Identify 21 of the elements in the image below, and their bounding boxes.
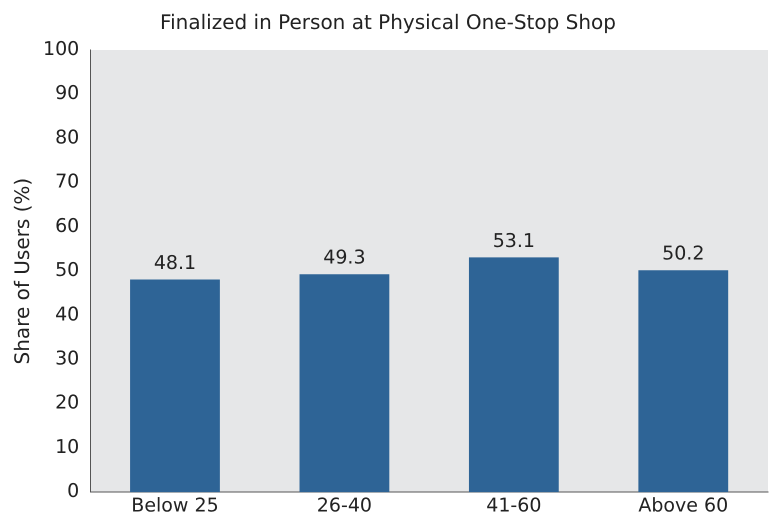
y-tick-label: 20 — [55, 392, 80, 414]
y-tick-label: 0 — [67, 480, 80, 502]
x-tick-label: 26-40 — [316, 494, 372, 517]
data-label: 50.2 — [662, 242, 704, 265]
data-label: 49.3 — [323, 246, 366, 269]
x-tick-label: Above 60 — [638, 494, 728, 517]
x-tick-label: 41-60 — [486, 494, 542, 517]
data-label: 48.1 — [154, 252, 196, 274]
y-tick-label: 50 — [55, 259, 80, 282]
x-tick-label: Below 25 — [131, 494, 219, 517]
y-tick-label: 40 — [55, 303, 80, 326]
y-axis-title: Share of Users (%) — [10, 178, 34, 364]
chart-title: Finalized in Person at Physical One-Stop Shop — [160, 10, 616, 34]
y-tick-label: 10 — [55, 436, 80, 458]
y-tick-label: 80 — [55, 126, 80, 148]
y-tick-label: 60 — [55, 214, 80, 237]
y-tick-label: 100 — [43, 38, 80, 60]
y-tick-label: 70 — [55, 170, 80, 193]
y-tick-label: 90 — [55, 82, 80, 104]
y-tick-label: 30 — [55, 347, 80, 370]
data-label: 53.1 — [492, 230, 536, 252]
